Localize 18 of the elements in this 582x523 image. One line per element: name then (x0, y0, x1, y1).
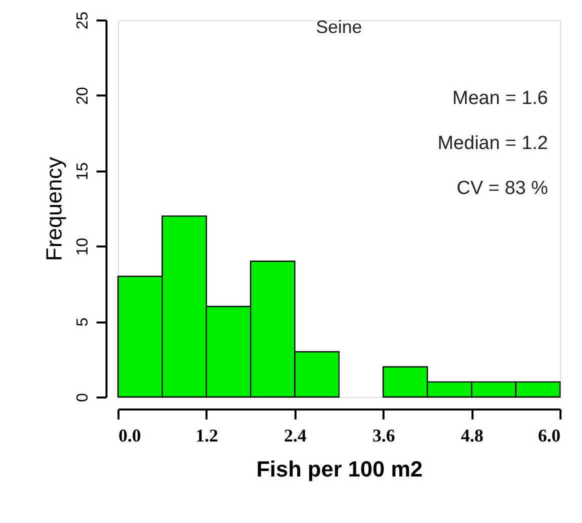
x-axis-title: Fish per 100 m2 (256, 456, 423, 482)
x-tick-label: 1.2 (196, 426, 218, 446)
x-tick-label: 6.0 (538, 426, 560, 446)
y-tick-label: 20 (74, 86, 92, 105)
chart-title: Seine (316, 17, 362, 37)
y-tick-label: 0 (74, 392, 92, 402)
annotation: Median = 1.2 (438, 133, 548, 154)
y-tick-label: 15 (74, 162, 92, 180)
y-axis-title: Frequency (42, 157, 66, 261)
x-tick-label: 0.0 (118, 426, 141, 446)
y-tick-label: 5 (74, 318, 92, 327)
y-tick-label: 10 (74, 238, 92, 256)
annotation: Mean = 1.6 (452, 88, 548, 109)
annotation: CV = 83 % (456, 178, 548, 199)
y-tick-label: 25 (74, 12, 92, 30)
x-tick-label: 3.6 (372, 426, 395, 446)
x-tick-label: 2.4 (284, 426, 307, 446)
x-tick-label: 4.8 (460, 426, 484, 446)
